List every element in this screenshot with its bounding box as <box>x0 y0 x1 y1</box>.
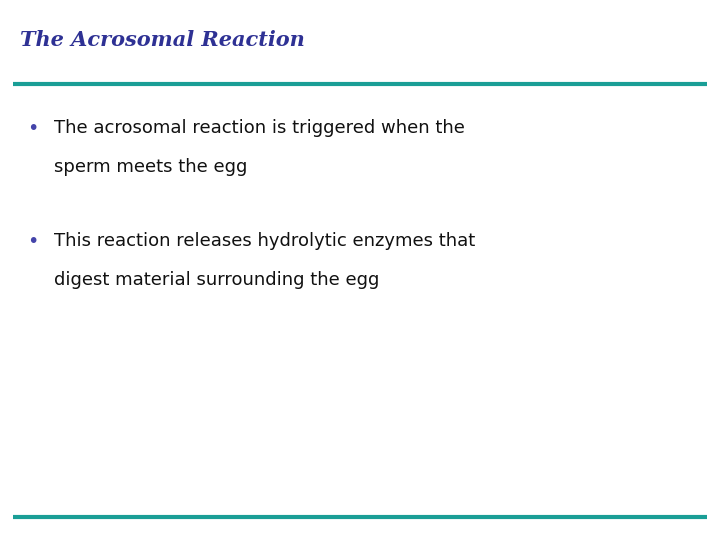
Text: digest material surrounding the egg: digest material surrounding the egg <box>54 271 379 289</box>
Text: sperm meets the egg: sperm meets the egg <box>54 158 248 176</box>
Text: The acrosomal reaction is triggered when the: The acrosomal reaction is triggered when… <box>54 119 465 137</box>
Text: •: • <box>27 119 39 138</box>
Text: This reaction releases hydrolytic enzymes that: This reaction releases hydrolytic enzyme… <box>54 232 475 250</box>
Text: The Acrosomal Reaction: The Acrosomal Reaction <box>20 30 305 50</box>
Text: •: • <box>27 232 39 251</box>
